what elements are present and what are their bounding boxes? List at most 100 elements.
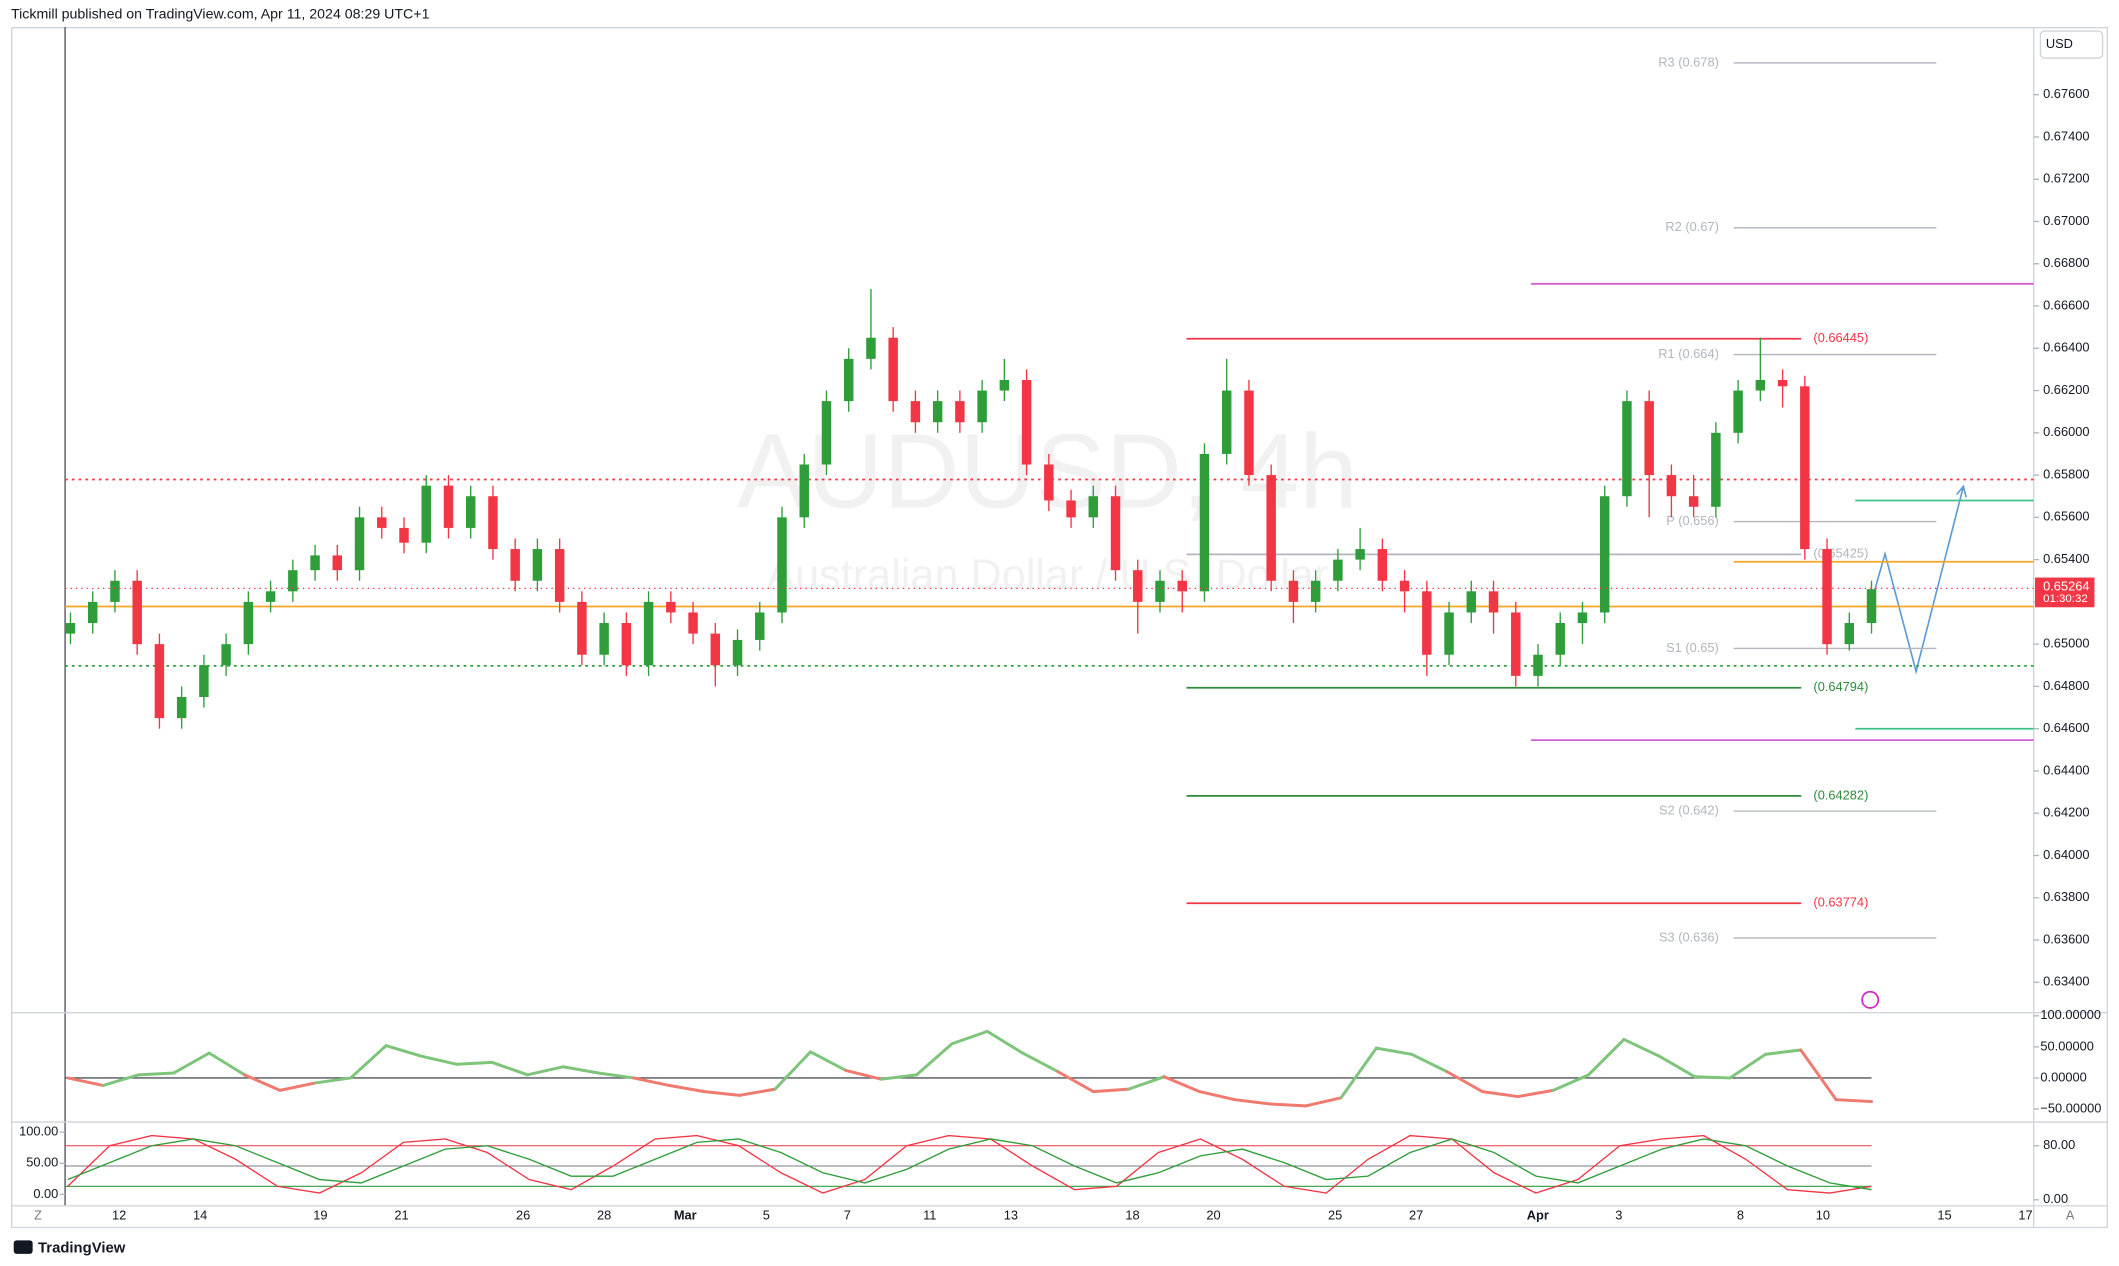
candle-body [1066, 500, 1076, 518]
candle-body [1155, 580, 1165, 602]
y-tick-label: 0.67200 [2043, 171, 2089, 186]
y-tick-label: 0.66600 [2043, 297, 2089, 312]
oscillator-segment [1339, 1046, 1378, 1100]
candle-body [1866, 589, 1877, 624]
watermark-subtitle: Australian Dollar / U.S. Dollar [766, 552, 1328, 600]
oscillator-segment [702, 1090, 742, 1097]
candle-body [710, 633, 721, 666]
candle-body [1310, 580, 1321, 602]
y-tick-label: 0.66800 [2043, 255, 2089, 270]
oscillator-segment [1091, 1087, 1131, 1094]
oscillator-segment [384, 1044, 423, 1058]
oscillator-segment [172, 1051, 211, 1075]
oscillator-segment [419, 1054, 459, 1066]
oscillator-segment [1763, 1048, 1803, 1056]
candle-body [999, 379, 1010, 391]
pivot-label: P (0.656) [1666, 513, 1719, 528]
candle-body [1622, 401, 1632, 497]
oscillator-segment [1551, 1073, 1591, 1092]
candle-body [1711, 432, 1721, 507]
candle-body [65, 623, 76, 634]
candle-body [799, 464, 809, 518]
x-tick-label: 18 [1125, 1207, 1139, 1222]
y-tick-label: 0.66000 [2043, 424, 2089, 439]
y-tick-label: 0.64800 [2043, 678, 2089, 693]
candle-body [421, 485, 431, 543]
oscillator-segment [137, 1071, 176, 1077]
auto-button[interactable]: A [2066, 1207, 2075, 1222]
candle-body [932, 401, 943, 423]
x-tick-label: 26 [516, 1207, 530, 1222]
y-tick-label: 0.00000 [2040, 1069, 2086, 1084]
oscillator-segment [1657, 1054, 1697, 1079]
candle-body [688, 612, 698, 634]
oscillator-segment [1374, 1046, 1414, 1056]
candle-body [1355, 549, 1365, 560]
oscillator-segment [985, 1029, 1025, 1055]
oscillator-segment [632, 1076, 671, 1087]
candle-body [1755, 379, 1766, 391]
oscillator-segment [278, 1081, 317, 1092]
x-tick-label: 11 [923, 1207, 936, 1222]
x-tick-label: 27 [1409, 1207, 1423, 1222]
x-tick-label: 19 [313, 1207, 327, 1222]
oscillator-segment [66, 1076, 105, 1087]
candle-body [1199, 453, 1210, 592]
candle-body [1088, 496, 1099, 518]
x-tick-label: 12 [112, 1207, 126, 1222]
y-tick-label: 0.65600 [2043, 509, 2089, 524]
candle-body [1333, 559, 1343, 581]
candle-body [199, 665, 209, 697]
candle-body [821, 401, 832, 465]
scale-button[interactable]: Z [34, 1207, 42, 1222]
oscillator-segment [1162, 1075, 1202, 1094]
y2-tick-label: 50.00 [26, 1155, 58, 1170]
candle-body [221, 644, 231, 666]
pivot-label: S1 (0.65) [1666, 640, 1719, 655]
candle-body [1466, 591, 1477, 613]
candle-body [532, 549, 543, 581]
candle-body [310, 555, 320, 571]
pivot-label: S3 (0.636) [1659, 929, 1719, 944]
pivot-label: R2 (0.67) [1665, 219, 1718, 234]
candle-body [755, 612, 765, 640]
oscillator-segment [1127, 1075, 1166, 1091]
oscillator-segment [1728, 1052, 1767, 1080]
oscillator-segment [1799, 1048, 1838, 1102]
candle-body [1599, 496, 1610, 613]
candle-body [977, 390, 987, 423]
candle-body [1577, 612, 1588, 624]
oscillator-segment [1693, 1075, 1732, 1080]
y-tick-label: 0.66400 [2043, 340, 2089, 355]
y-tick-label: 0.66200 [2043, 382, 2089, 397]
oscillator-segment [1304, 1096, 1343, 1108]
candle-body [399, 527, 409, 543]
oscillator-segment [1516, 1088, 1555, 1099]
candle-body [1644, 401, 1654, 476]
candle-body [1110, 496, 1121, 571]
candle-body [110, 580, 120, 602]
x-tick-label: 8 [1737, 1207, 1744, 1222]
x-tick-label: 5 [763, 1207, 770, 1222]
candle-body [599, 623, 609, 655]
candle-body [577, 601, 587, 655]
y2-tick-label: 100.00 [19, 1124, 58, 1139]
x-tick-label: Apr [1527, 1207, 1549, 1222]
oscillator-segment [915, 1042, 954, 1077]
frame [11, 27, 2108, 1229]
candle-body [777, 517, 787, 613]
projection-drawing [1870, 484, 1967, 675]
oscillator-segment [809, 1050, 848, 1072]
x-tick-label: 15 [1937, 1207, 1951, 1222]
candle-body [1244, 390, 1254, 476]
y2-tick-label: 0.00 [33, 1186, 58, 1201]
candle-body [1488, 591, 1499, 613]
candle-body [1844, 623, 1855, 645]
x-tick-label: 3 [1615, 1207, 1622, 1222]
last-price: 0.65264 [2043, 578, 2089, 593]
y-tick-label: −50.00000 [2040, 1100, 2101, 1115]
oscillator-segment [1233, 1098, 1272, 1106]
candle-body [1133, 570, 1143, 602]
oscillator-segment [1268, 1102, 1308, 1108]
